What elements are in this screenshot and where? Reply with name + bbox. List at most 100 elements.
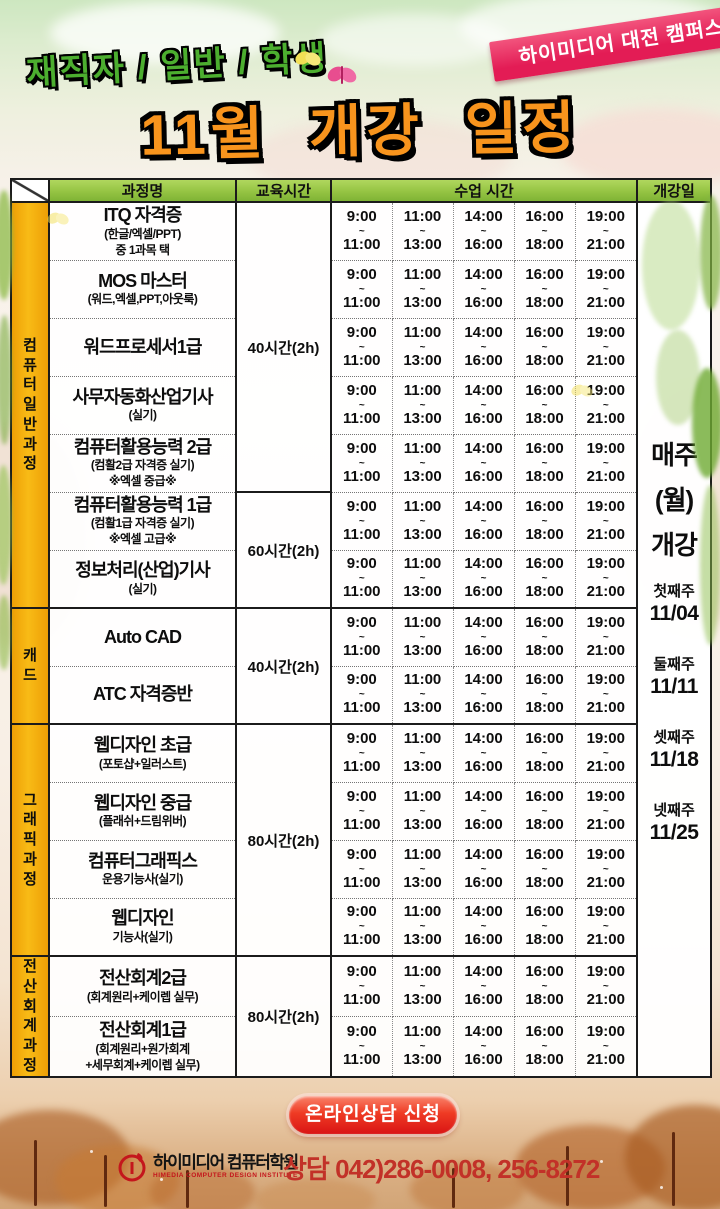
time-to: 21:00 bbox=[586, 931, 625, 949]
time-from: 11:00 bbox=[403, 787, 442, 805]
course-subtitle: 기능사(실기) bbox=[112, 930, 173, 945]
time-tilde: ~ bbox=[541, 863, 548, 875]
week-label: 셋째주 bbox=[653, 729, 695, 747]
course-cell: 컴퓨터그래픽스 운용기능사(실기) bbox=[49, 840, 237, 899]
course-subtitle: (실기) bbox=[128, 582, 157, 597]
table-row: 사무자동화산업기사 (실기) 9:00 ~11:00 11:00 ~13:00 14:00 ~… bbox=[11, 376, 711, 435]
time-to: 18:00 bbox=[525, 583, 564, 601]
time-from: 16:00 bbox=[525, 613, 564, 631]
time-to: 13:00 bbox=[403, 1050, 442, 1068]
time-tilde: ~ bbox=[602, 283, 609, 295]
time-slot-cell: 11:00 ~13:00 bbox=[392, 492, 454, 551]
time-to: 13:00 bbox=[403, 931, 442, 949]
time-tilde: ~ bbox=[602, 1040, 609, 1052]
course-title: 워드프로세서1급 bbox=[83, 336, 203, 357]
time-to: 21:00 bbox=[586, 990, 625, 1008]
time-tilde: ~ bbox=[419, 283, 426, 295]
time-tilde: ~ bbox=[541, 1040, 548, 1052]
time-from: 14:00 bbox=[464, 903, 503, 921]
hours-cell: 80시간(2h) bbox=[236, 956, 332, 1078]
time-from: 14:00 bbox=[464, 1023, 503, 1041]
time-tilde: ~ bbox=[480, 515, 487, 527]
time-slot-cell: 19:00 ~21:00 bbox=[575, 376, 639, 435]
time-from: 16:00 bbox=[525, 497, 564, 515]
time-to: 21:00 bbox=[586, 235, 625, 253]
week-date: 11/18 bbox=[649, 748, 699, 772]
category-char: 픽 bbox=[23, 831, 37, 849]
time-tilde: ~ bbox=[358, 1040, 365, 1052]
week-label: 첫째주 bbox=[653, 583, 695, 601]
tree-trunk bbox=[34, 1140, 37, 1206]
week-group: 첫째주 11/04 bbox=[638, 580, 710, 626]
time-slot-cell: 19:00 ~21:00 bbox=[575, 202, 639, 261]
time-slot-cell: 19:00 ~21:00 bbox=[575, 898, 639, 957]
category-char: 터 bbox=[23, 376, 37, 394]
time-to: 16:00 bbox=[464, 409, 503, 427]
online-consult-button[interactable]: 온라인상담 신청 bbox=[289, 1096, 457, 1134]
time-to: 16:00 bbox=[464, 757, 503, 775]
course-title: 컴퓨터그래픽스 bbox=[88, 850, 198, 871]
week-label: 둘째주 bbox=[653, 656, 695, 674]
time-to: 18:00 bbox=[525, 641, 564, 659]
time-from: 9:00 bbox=[346, 903, 377, 921]
time-slot-cell: 11:00 ~13:00 bbox=[392, 666, 454, 725]
time-from: 14:00 bbox=[464, 207, 503, 225]
time-from: 11:00 bbox=[403, 1023, 442, 1041]
time-slot-cell: 14:00 ~16:00 bbox=[453, 202, 515, 261]
time-slot-cell: 9:00 ~11:00 bbox=[331, 492, 393, 551]
time-tilde: ~ bbox=[541, 515, 548, 527]
time-from: 19:00 bbox=[586, 381, 625, 399]
col-header-classtime: 수업 시간 bbox=[331, 179, 639, 203]
time-tilde: ~ bbox=[602, 689, 609, 701]
time-tilde: ~ bbox=[419, 980, 426, 992]
table-header-row: 과정명 교육시간 수업 시간 개강일 bbox=[11, 179, 713, 203]
table-row: 컴퓨터활용능력 2급 (컴활2급 자격증 실기) ※엑셀 중급※ 9:00 ~11:00… bbox=[11, 434, 711, 493]
time-slot-cell: 14:00 ~16:00 bbox=[453, 1016, 515, 1078]
time-to: 21:00 bbox=[586, 699, 625, 717]
category-char: 반 bbox=[23, 415, 37, 433]
time-slot-cell: 9:00 ~11:00 bbox=[331, 1016, 393, 1078]
course-subtitle: (실기) bbox=[128, 408, 157, 423]
time-tilde: ~ bbox=[358, 225, 365, 237]
time-tilde: ~ bbox=[419, 863, 426, 875]
time-to: 21:00 bbox=[586, 583, 625, 601]
time-tilde: ~ bbox=[419, 573, 426, 585]
time-tilde: ~ bbox=[358, 631, 365, 643]
course-subtitle: (워드,엑셀,PPT,아웃룩) bbox=[87, 292, 198, 307]
time-from: 11:00 bbox=[403, 845, 442, 863]
time-to: 18:00 bbox=[525, 990, 564, 1008]
category-char: 정 bbox=[23, 870, 37, 888]
time-from: 14:00 bbox=[464, 963, 503, 981]
time-slot-cell: 16:00 ~18:00 bbox=[514, 782, 576, 841]
category-char: 정 bbox=[23, 1056, 37, 1074]
time-to: 18:00 bbox=[525, 931, 564, 949]
course-cell: MOS 마스터 (워드,엑셀,PPT,아웃룩) bbox=[49, 260, 237, 319]
time-from: 16:00 bbox=[525, 845, 564, 863]
time-from: 9:00 bbox=[346, 265, 377, 283]
time-from: 14:00 bbox=[464, 381, 503, 399]
time-from: 11:00 bbox=[403, 555, 442, 573]
time-to: 13:00 bbox=[403, 409, 442, 427]
time-slot-cell: 16:00 ~18:00 bbox=[514, 434, 576, 493]
col-header-course: 과정명 bbox=[49, 179, 237, 203]
time-tilde: ~ bbox=[480, 863, 487, 875]
course-subtitle: (컴활2급 자격증 실기) bbox=[90, 458, 195, 473]
time-to: 21:00 bbox=[586, 467, 625, 485]
time-to: 13:00 bbox=[403, 351, 442, 369]
time-tilde: ~ bbox=[602, 863, 609, 875]
time-tilde: ~ bbox=[480, 457, 487, 469]
time-tilde: ~ bbox=[358, 399, 365, 411]
time-slot-cell: 11:00 ~13:00 bbox=[392, 318, 454, 377]
time-from: 9:00 bbox=[346, 381, 377, 399]
table-row: 컴퓨터활용능력 1급 (컴활1급 자격증 실기) ※엑셀 고급※ 60시간(2h) 9:… bbox=[11, 492, 711, 609]
time-from: 11:00 bbox=[403, 381, 442, 399]
time-tilde: ~ bbox=[602, 225, 609, 237]
time-from: 19:00 bbox=[586, 845, 625, 863]
course-cell: 컴퓨터활용능력 2급 (컴활2급 자격증 실기) ※엑셀 중급※ bbox=[49, 434, 237, 493]
autumn-tree-blob bbox=[0, 1110, 130, 1205]
time-tilde: ~ bbox=[541, 980, 548, 992]
course-subtitle: ※엑셀 고급※ bbox=[108, 532, 177, 547]
time-slot-cell: 9:00 ~11:00 bbox=[331, 724, 393, 783]
time-tilde: ~ bbox=[358, 515, 365, 527]
